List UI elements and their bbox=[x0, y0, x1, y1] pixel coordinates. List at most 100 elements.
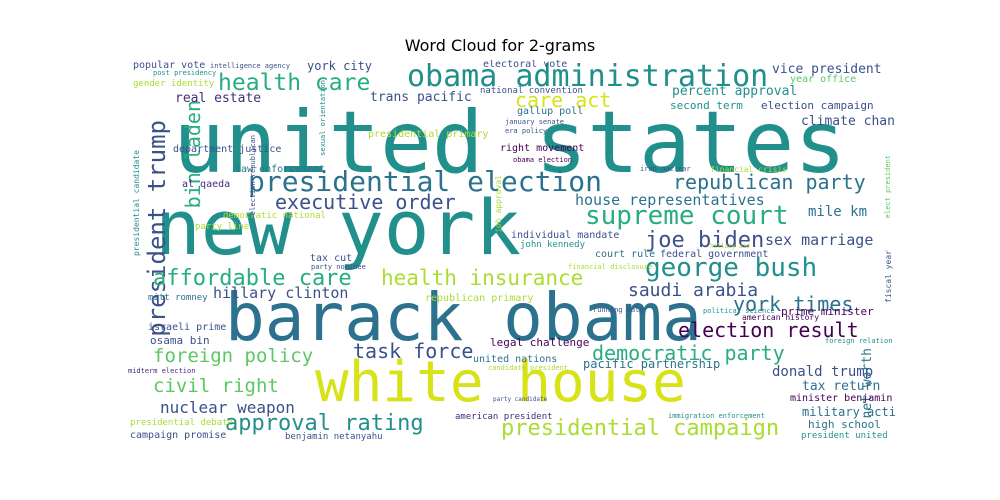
word-item: department justice bbox=[173, 144, 282, 155]
word-item: american president bbox=[455, 412, 553, 422]
word-item: year office bbox=[790, 74, 857, 85]
word-item: post presidency bbox=[153, 69, 217, 77]
word-item: financial disclosure bbox=[568, 263, 653, 271]
word-item: hillary clinton bbox=[213, 284, 349, 302]
word-item: job approval bbox=[494, 175, 503, 233]
word-item: republican party bbox=[673, 170, 866, 194]
word-item: court rule bbox=[595, 249, 656, 260]
word-item: immigration enforcement bbox=[668, 412, 765, 420]
word-item: party nominee bbox=[311, 263, 366, 271]
word-item: presidential primary bbox=[368, 129, 489, 140]
word-item: individual mandate bbox=[511, 230, 620, 241]
word-item: election republican bbox=[249, 135, 257, 216]
word-item: hillary aid bbox=[710, 243, 750, 250]
word-item: political science bbox=[703, 307, 775, 315]
word-item: george bush bbox=[645, 253, 818, 283]
word-item: party candidate bbox=[493, 396, 548, 403]
word-item: era policy bbox=[505, 127, 548, 135]
word-item: civil right bbox=[153, 375, 279, 397]
word-item: supreme court bbox=[585, 201, 789, 231]
word-item: presidential candidate bbox=[132, 150, 141, 256]
word-item: affordable care bbox=[153, 266, 352, 291]
word-item: obama administration bbox=[407, 60, 769, 94]
word-item: electoral vote bbox=[483, 60, 568, 70]
word-item: saudi arabia bbox=[628, 280, 759, 301]
word-item: republican primary bbox=[425, 293, 534, 304]
word-item: mitt romney bbox=[148, 293, 208, 303]
word-item: presidential debate bbox=[130, 418, 233, 428]
word-item: house representatives bbox=[575, 191, 765, 209]
word-item: president trump bbox=[143, 120, 171, 337]
word-item: iran nuclear bbox=[640, 165, 691, 173]
word-item: israeli prime bbox=[148, 322, 227, 333]
word-item: legal challenge bbox=[490, 336, 590, 349]
word-item: right movement bbox=[500, 143, 585, 154]
word-item: second term bbox=[670, 99, 743, 112]
word-item: approval rating bbox=[225, 411, 424, 436]
word-item: benjamin netanyahu bbox=[285, 432, 383, 442]
word-item: trans pacific bbox=[370, 90, 472, 105]
word-item: foreign policy bbox=[153, 345, 314, 367]
word-item: new york bbox=[155, 183, 522, 272]
word-item: task force bbox=[353, 339, 474, 363]
word-item: presidential campaign bbox=[501, 416, 780, 441]
word-item: intelligence agency bbox=[210, 62, 291, 70]
word-item: january senate bbox=[505, 118, 565, 126]
word-item: midterm election bbox=[128, 367, 196, 375]
word-item: united states bbox=[173, 93, 847, 193]
word-item: vice president bbox=[772, 62, 882, 77]
word-item: popular vote bbox=[133, 60, 206, 71]
word-item: democratic party bbox=[592, 341, 785, 365]
word-item: foreign relation bbox=[825, 337, 893, 345]
word-item: military action bbox=[802, 405, 895, 419]
word-item: net worth bbox=[860, 348, 875, 419]
word-item: real estate bbox=[175, 91, 262, 106]
word-item: minister benjamin bbox=[790, 393, 893, 404]
word-item: pacific partnership bbox=[583, 357, 721, 371]
word-item: executive order bbox=[275, 190, 456, 214]
word-item: campaign promise bbox=[130, 430, 227, 441]
word-item: york times bbox=[733, 292, 854, 316]
word-item: sexual orientation bbox=[319, 80, 327, 156]
word-item: tax return bbox=[802, 379, 881, 394]
word-item: joe biden bbox=[645, 228, 765, 253]
word-item: tax cut bbox=[310, 253, 353, 264]
chart-title: Word Cloud for 2-grams bbox=[404, 36, 596, 55]
word-item: prime minister bbox=[781, 305, 874, 318]
word-item: health insurance bbox=[381, 266, 584, 290]
word-item: election campaign bbox=[761, 99, 874, 112]
word-item: american history bbox=[742, 313, 820, 322]
word-item: climate change bbox=[801, 114, 895, 129]
word-item: party line bbox=[195, 222, 250, 232]
word-item: gallup poll bbox=[517, 106, 584, 117]
word-cloud: united states new york barack obama white h… bbox=[125, 60, 895, 445]
word-item: barack obama bbox=[225, 279, 702, 356]
word-item: national convention bbox=[480, 86, 583, 96]
word-item: united nations bbox=[473, 354, 558, 365]
word-item: candidate president bbox=[488, 364, 569, 372]
word-item: john kennedy bbox=[520, 240, 586, 250]
word-item: care act bbox=[515, 88, 612, 112]
word-item: york city bbox=[307, 60, 373, 73]
word-item: gender identity bbox=[133, 79, 215, 89]
word-item: mile km bbox=[808, 204, 868, 220]
word-item: presidential election bbox=[248, 165, 603, 198]
word-item: nuclear weapon bbox=[160, 398, 295, 417]
word-item: high school bbox=[808, 418, 881, 431]
word-item: federal government bbox=[660, 249, 769, 260]
word-item: al qaeda bbox=[182, 179, 231, 190]
word-item: white house bbox=[315, 350, 686, 415]
word-item: sex marriage bbox=[765, 231, 874, 249]
word-item: running mate bbox=[593, 306, 644, 314]
word-item: percent approval bbox=[672, 84, 798, 99]
word-item: obama election bbox=[513, 156, 573, 164]
word-item: law enforcement bbox=[235, 164, 326, 175]
word-item: financial crisis bbox=[710, 165, 788, 174]
word-item: elect president bbox=[884, 155, 892, 219]
word-item: fiscal year bbox=[884, 250, 893, 303]
word-item: president united bbox=[801, 431, 888, 441]
word-item: health care bbox=[218, 70, 371, 96]
word-item: osama bin bbox=[150, 334, 210, 347]
word-item: democratic national bbox=[223, 211, 326, 221]
word-item: election result bbox=[678, 318, 859, 342]
